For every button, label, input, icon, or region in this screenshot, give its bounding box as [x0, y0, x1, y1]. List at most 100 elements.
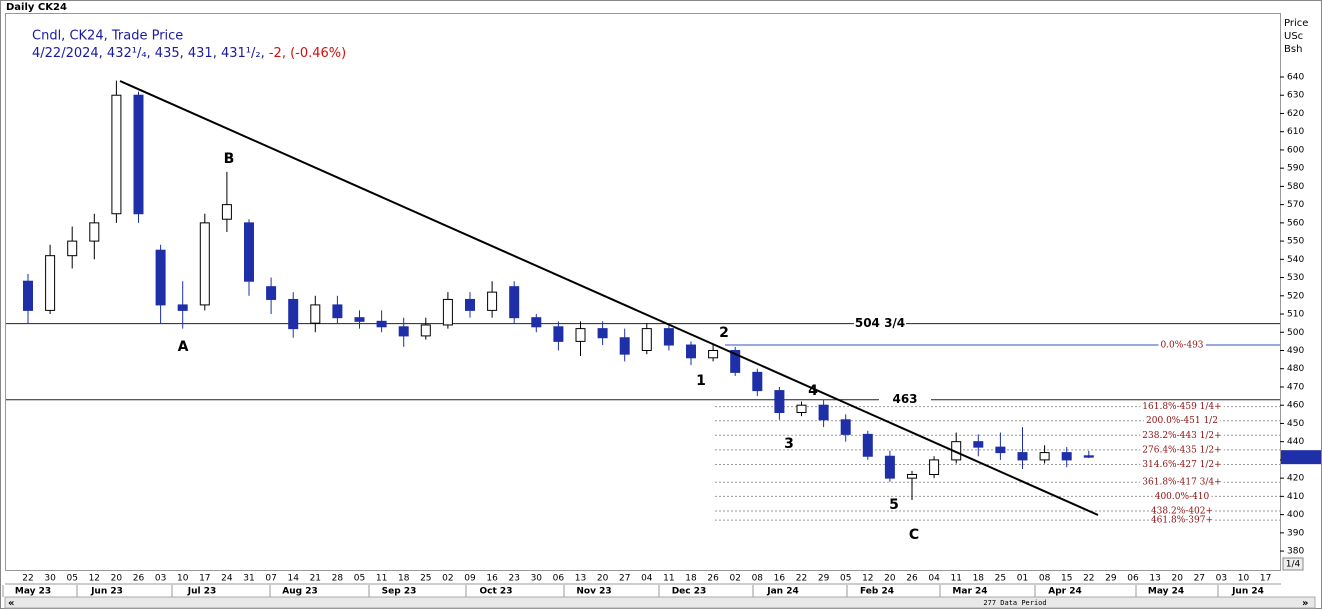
month-label: Oct 23	[480, 587, 513, 597]
wave-label: C	[909, 527, 919, 543]
x-tick-label: 20	[597, 574, 609, 584]
y-tick-label: 500	[1287, 328, 1304, 338]
x-tick-label: 11	[950, 574, 961, 584]
x-tick-label: 20	[884, 574, 896, 584]
x-tick-label: 03	[1216, 574, 1227, 584]
page-label: 1/4	[1286, 560, 1301, 570]
month-label: Jun 24	[1231, 587, 1264, 597]
subtitle: Cndl, CK24, Trade Price	[32, 29, 183, 44]
x-tick-label: 09	[464, 574, 476, 584]
axis-title: Bsh	[1284, 44, 1302, 55]
y-tick-label: 400	[1287, 510, 1304, 520]
plot-area	[5, 13, 1281, 571]
x-tick-label: 22	[1083, 574, 1094, 584]
y-tick-label: 470	[1287, 382, 1304, 392]
y-tick-label: 570	[1287, 200, 1304, 210]
y-tick-label: 520	[1287, 291, 1304, 301]
x-tick-label: 22	[22, 574, 33, 584]
fib-label-bg	[1158, 340, 1206, 351]
wave-label: 3	[784, 436, 794, 452]
x-tick-label: 02	[442, 574, 453, 584]
x-tick-label: 13	[575, 574, 586, 584]
level-label: 504 3/4	[855, 316, 905, 330]
wave-label: 1	[696, 373, 706, 389]
candle-body	[398, 326, 409, 337]
candle-body	[1039, 452, 1050, 461]
candle-body	[133, 94, 144, 215]
candle-body	[177, 304, 188, 311]
candle-body	[1061, 452, 1072, 461]
wave-label: B	[224, 151, 235, 167]
trend-line	[119, 80, 1099, 516]
fib-label-bg	[1140, 477, 1224, 488]
x-tick-label: 29	[1105, 574, 1117, 584]
candle-body	[553, 326, 564, 342]
candle-body	[199, 222, 210, 306]
candle-body	[487, 291, 498, 311]
fib-label: 276.4%-435 1/2+	[1142, 445, 1221, 455]
fib-label-bg	[1140, 402, 1224, 413]
x-tick-label: 12	[89, 574, 100, 584]
fib-label: 314.6%-427 1/2+	[1142, 460, 1221, 470]
x-tick-label: 06	[1127, 574, 1139, 584]
candle-body	[23, 280, 33, 311]
fib-label: 400.0%-410	[1155, 492, 1210, 502]
x-tick-label: 16	[774, 574, 786, 584]
level-label-bg	[879, 392, 931, 406]
scroll-left[interactable]: «	[8, 598, 14, 609]
quote: 4/22/2024, 432¹/₄, 435, 431, 431¹/₂, -2,…	[32, 46, 346, 61]
x-tick-label: 26	[707, 574, 719, 584]
wave-label: 4	[808, 383, 818, 399]
y-tick-label: 530	[1287, 273, 1304, 283]
fib-label: 0.0%-493	[1160, 341, 1203, 351]
candle-body	[509, 286, 520, 319]
y-tick-label: 620	[1287, 109, 1304, 119]
month-label: Dec 23	[672, 587, 707, 597]
fib-label-bg	[1148, 515, 1216, 526]
month-label: May 23	[15, 587, 51, 597]
page-button[interactable]	[1282, 557, 1304, 571]
fib-label-bg	[1140, 430, 1224, 441]
x-tick-label: 24	[221, 574, 233, 584]
fib-label-bg	[1140, 459, 1224, 470]
candle-body	[1083, 455, 1094, 458]
month-label: Jul 23	[187, 587, 217, 597]
candle-body	[796, 404, 807, 413]
wave-label: 5	[889, 497, 899, 513]
candle-body	[310, 304, 321, 324]
x-tick-label: 25	[995, 574, 1006, 584]
y-tick-label: 440	[1287, 437, 1304, 447]
fib-label-bg	[1140, 445, 1224, 456]
candle-body	[929, 459, 940, 475]
candle-body	[752, 371, 763, 392]
candle-body	[354, 317, 365, 322]
x-tick-label: 14	[287, 574, 299, 584]
y-tick-label: 610	[1287, 127, 1304, 137]
candle-body	[907, 473, 917, 479]
chart-title: Daily CK24	[6, 2, 67, 13]
y-tick-label: 380	[1287, 547, 1304, 557]
candle-body	[884, 455, 895, 479]
candle-body	[730, 349, 741, 373]
x-tick-label: 18	[685, 574, 697, 584]
month-label: Jun 23	[90, 587, 123, 597]
x-tick-label: 29	[818, 574, 830, 584]
fib-label: 200.0%-451 1/2	[1146, 416, 1218, 426]
x-tick-label: 27	[619, 574, 630, 584]
scroll-right[interactable]: »	[1302, 598, 1308, 609]
candle-body	[288, 298, 299, 330]
month-label: Sep 23	[382, 587, 417, 597]
y-tick-label: 630	[1287, 91, 1304, 101]
candle-body	[575, 328, 586, 342]
candle-body	[1017, 452, 1028, 461]
y-tick-label: 390	[1287, 528, 1304, 538]
candle-body	[420, 324, 431, 337]
month-label: Aug 23	[282, 587, 317, 597]
y-tick-label: 590	[1287, 164, 1304, 174]
x-tick-label: 11	[376, 574, 387, 584]
wave-label: 2	[719, 325, 729, 341]
y-tick-label: 410	[1287, 492, 1304, 502]
scrollbar[interactable]	[4, 596, 1316, 609]
x-tick-label: 05	[354, 574, 365, 584]
candle-body	[840, 419, 851, 435]
